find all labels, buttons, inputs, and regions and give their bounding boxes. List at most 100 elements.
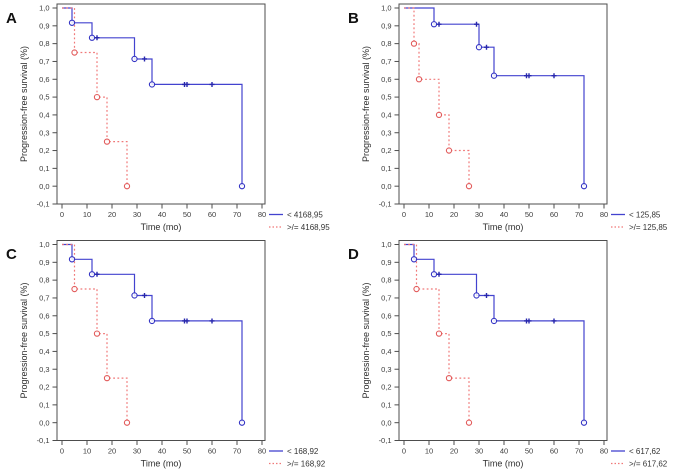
y-tick-label: -0,1 <box>379 200 392 209</box>
censor-marker <box>209 318 215 324</box>
censor-marker <box>474 21 479 27</box>
x-tick-label: 50 <box>183 210 191 219</box>
y-tick-label: 0,6 <box>381 311 391 320</box>
event-marker <box>103 374 111 382</box>
survival-curve-below-cutoff <box>404 243 585 423</box>
y-tick-label: 0,9 <box>39 258 49 267</box>
x-tick-label: 30 <box>133 447 141 456</box>
y-tick-label: 1,0 <box>39 4 49 13</box>
x-tick-label: 80 <box>600 447 608 456</box>
censor-marker <box>436 271 442 277</box>
y-tick-label: 0,1 <box>381 400 391 409</box>
legend-label-below-cutoff: < 4168,95 <box>287 210 323 219</box>
censor-marker <box>94 271 100 277</box>
y-tick-label: 0,3 <box>381 128 391 137</box>
y-tick-label: 0,2 <box>381 383 391 392</box>
x-tick-label: 10 <box>425 447 433 456</box>
km-chart-panel-b: 1,0 0,9 0,8 0,7 0,6 0,5 0,4 0,3 0,2 0,1 0,0 -0,1 0 10… <box>361 3 668 232</box>
y-tick-label: 0,9 <box>381 258 391 267</box>
x-axis-title: Time (mo) <box>483 459 524 469</box>
y-tick-label: 0,4 <box>39 347 49 356</box>
x-tick-label: 50 <box>525 447 533 456</box>
legend-label-above-cutoff: >/= 125,85 <box>629 223 668 232</box>
event-marker <box>430 21 438 28</box>
legend-label-above-cutoff: >/= 168,92 <box>287 459 326 468</box>
event-marker <box>123 419 131 426</box>
y-tick-label: 0,2 <box>39 146 49 155</box>
y-tick-label: 0,0 <box>39 182 49 191</box>
y-tick-label: 0,7 <box>39 57 49 66</box>
event-marker <box>445 374 453 382</box>
y-tick-label: 1,0 <box>381 4 391 13</box>
x-tick-label: 80 <box>600 210 608 219</box>
x-tick-label: 30 <box>475 210 483 219</box>
censor-marker <box>526 318 532 324</box>
event-marker <box>490 72 498 79</box>
x-tick-label: 20 <box>108 447 116 456</box>
legend-label-below-cutoff: < 125,85 <box>629 210 661 219</box>
event-marker <box>413 285 420 293</box>
censor-marker <box>209 81 215 87</box>
event-marker <box>88 34 96 41</box>
censor-marker <box>184 318 190 324</box>
y-tick-label: -0,1 <box>37 200 50 209</box>
panel-d: D 1,0 0,9 0,8 0,7 0,6 0,5 0,4 0,3 0,2 0,1 0,0 -0,1 0… <box>342 236 685 473</box>
censor-marker <box>551 73 557 79</box>
censor-marker <box>142 56 147 62</box>
x-tick-label: 40 <box>500 210 508 219</box>
event-marker <box>415 76 423 83</box>
censor-marker <box>184 81 190 87</box>
plot-box <box>398 240 608 441</box>
y-tick-label: 0,7 <box>381 57 391 66</box>
y-tick-label: 0,4 <box>39 111 49 120</box>
event-marker <box>148 317 156 325</box>
panel-a: A 1,0 0,9 0,8 0,7 0,6 0,5 0,4 0,3 0,2 0,1 0,0 -0,1 0… <box>0 0 342 236</box>
survival-curve-above-cutoff <box>404 7 470 187</box>
x-tick-label: 10 <box>83 210 91 219</box>
legend-label-below-cutoff: < 168,92 <box>287 447 319 456</box>
x-tick-label: 60 <box>550 447 558 456</box>
event-marker <box>465 419 473 426</box>
y-tick-label: 0,8 <box>381 276 391 285</box>
survival-curve-below-cutoff <box>404 7 585 187</box>
x-tick-label: 70 <box>233 210 241 219</box>
y-tick-label: 1,0 <box>39 240 49 249</box>
panel-letter-b: B <box>348 10 359 27</box>
y-tick-label: 0,6 <box>381 75 391 84</box>
x-tick-label: 40 <box>500 447 508 456</box>
y-tick-label: 0,2 <box>381 146 391 155</box>
event-marker <box>131 55 138 63</box>
km-chart-panel-d: 1,0 0,9 0,8 0,7 0,6 0,5 0,4 0,3 0,2 0,1 0,0 -0,1 0 10… <box>361 240 668 469</box>
event-marker <box>435 111 443 119</box>
y-axis-title: Progression-free survival (%) <box>361 46 371 162</box>
survival-curve-below-cutoff <box>62 7 243 187</box>
y-tick-label: 0,3 <box>39 128 49 137</box>
y-tick-label: 0,4 <box>381 111 391 120</box>
event-marker <box>473 292 480 299</box>
x-tick-label: 30 <box>475 447 483 456</box>
event-marker <box>71 49 78 56</box>
y-tick-label: 0,5 <box>39 329 49 338</box>
x-tick-label: 0 <box>60 447 64 456</box>
legend-label-above-cutoff: >/= 4168,95 <box>287 223 330 232</box>
x-tick-label: 20 <box>108 210 116 219</box>
x-tick-label: 50 <box>183 447 191 456</box>
censor-marker <box>436 21 442 27</box>
event-marker <box>445 147 453 154</box>
y-tick-label: 1,0 <box>381 240 391 249</box>
x-axis-title: Time (mo) <box>141 222 182 232</box>
y-tick-label: 0,1 <box>39 164 49 173</box>
y-tick-label: 0,6 <box>39 75 49 84</box>
x-tick-label: 10 <box>83 447 91 456</box>
legend-label-below-cutoff: < 617,62 <box>629 447 661 456</box>
event-marker <box>465 183 473 190</box>
event-marker <box>93 93 101 101</box>
event-marker <box>93 330 101 337</box>
y-axis-title: Progression-free survival (%) <box>19 46 29 162</box>
y-tick-label: 0,8 <box>39 39 49 48</box>
y-tick-label: 0,7 <box>381 294 391 303</box>
plot-box <box>56 3 266 205</box>
event-marker <box>580 183 588 190</box>
x-tick-label: 0 <box>60 210 64 219</box>
censor-marker <box>142 292 147 298</box>
